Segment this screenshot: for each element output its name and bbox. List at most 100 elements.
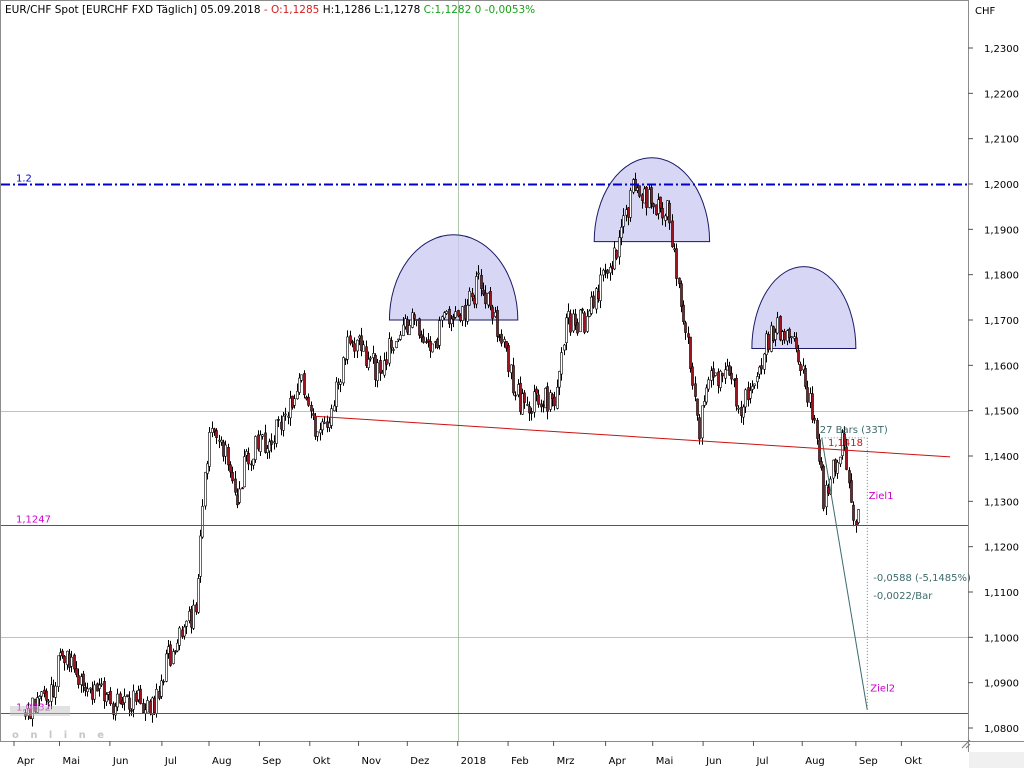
candle-body (454, 311, 457, 318)
candle-body (388, 338, 391, 364)
candle-body (135, 692, 138, 702)
candle-body (843, 433, 846, 446)
candle-body (445, 311, 448, 314)
candle-body (236, 494, 239, 506)
candle-body (546, 386, 549, 412)
target-label-0: Ziel1 (869, 491, 894, 502)
candle-body (806, 387, 809, 403)
candle-body (466, 304, 469, 322)
candle-body (533, 391, 536, 413)
candle-body (569, 313, 572, 333)
candle-body (245, 451, 248, 456)
candle-body (682, 304, 685, 322)
candle-body (82, 673, 85, 687)
candle-body (335, 381, 338, 407)
candle-body (183, 626, 186, 637)
x-tick-label-3: Jul (164, 756, 177, 767)
candle-body (526, 404, 529, 406)
candle-body (284, 413, 287, 416)
candle-body (169, 644, 172, 666)
candle-body (137, 690, 140, 701)
candle-body (178, 627, 181, 646)
candle-body (441, 316, 444, 321)
y-tick-label-4: 1,1200 (984, 543, 1019, 554)
candle-body (123, 695, 126, 703)
x-tick-label-11: Mrz (557, 756, 575, 767)
candle-body (222, 441, 225, 457)
candle-body (774, 332, 777, 340)
header-ohlc-2: L:1,1278 (371, 4, 420, 16)
candle-body (40, 691, 43, 697)
candle-body (204, 472, 207, 507)
candle-body (560, 352, 563, 375)
candle-body (664, 215, 667, 221)
candle-body (728, 365, 731, 376)
candle-body (300, 374, 303, 381)
candle-body (188, 610, 191, 621)
candle-body (586, 316, 589, 332)
candle-body (480, 274, 483, 289)
candle-body (551, 394, 554, 400)
candle-body (119, 693, 122, 704)
candle-body (293, 398, 296, 406)
y-tick-label-13: 1,2100 (984, 135, 1019, 146)
candle-body (420, 334, 423, 339)
candle-body (852, 504, 855, 521)
candle-body (250, 463, 253, 466)
candle-body (579, 309, 582, 333)
candle-body (93, 684, 96, 700)
candle-body (753, 383, 756, 386)
candle-body (218, 439, 221, 442)
candle-body (241, 487, 244, 490)
candle-body (804, 368, 807, 387)
measure-bars-label: 27 Bars (33T) (820, 425, 888, 436)
candle-body (749, 390, 752, 399)
candle-body (247, 452, 250, 465)
candle-body (507, 345, 510, 372)
header-ohlc-3: C:1,1282 (420, 4, 471, 16)
candle-body (339, 381, 342, 385)
candle-body (503, 339, 506, 343)
candle-body (365, 346, 368, 366)
candlesticks (24, 172, 860, 727)
candle-body (38, 696, 41, 700)
level-label-0: 1.2 (16, 174, 32, 185)
candle-body (425, 341, 428, 343)
candle-body (629, 190, 632, 218)
candle-body (220, 439, 223, 443)
candle-body (776, 317, 779, 334)
candle-body (54, 685, 57, 698)
candle-body (505, 341, 508, 349)
candle-body (392, 349, 395, 351)
candle-body (565, 317, 568, 344)
candle-body (514, 394, 517, 397)
candle-body (592, 295, 595, 308)
candle-body (307, 396, 310, 406)
candle-body (303, 373, 306, 396)
candle-body (484, 292, 487, 305)
candle-body (857, 509, 860, 523)
candle-body (675, 248, 678, 279)
candle-body (116, 693, 119, 708)
measure-change-label: -0,0588 (-5,1485%) (873, 573, 971, 584)
x-tick-label-13: Mai (656, 756, 674, 767)
candle-body (206, 463, 209, 474)
candle-body (238, 488, 241, 503)
neckline-label: 1,1418 (828, 438, 863, 449)
candle-body (158, 690, 161, 699)
candle-body (167, 646, 170, 654)
candle-body (96, 683, 99, 692)
candle-body (70, 656, 73, 667)
candle-body (105, 694, 108, 703)
candle-body (413, 314, 416, 319)
candle-body (199, 535, 202, 577)
candle-body (213, 428, 216, 433)
candle-body (482, 289, 485, 295)
corner-box (969, 752, 1024, 768)
candle-body (694, 383, 697, 397)
candle-body (61, 650, 64, 657)
candle-body (855, 520, 858, 526)
candle-body (756, 376, 759, 383)
